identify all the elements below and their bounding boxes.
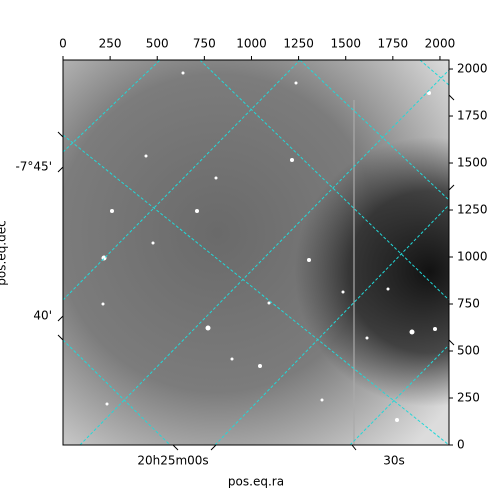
y-tick-label: 500	[457, 344, 480, 358]
y-tick-label: 750	[457, 297, 480, 311]
y-tick-label: 0	[457, 438, 465, 452]
sky-image	[63, 60, 449, 445]
x-tick-label: 1750	[378, 37, 409, 51]
world-ticks	[57, 94, 455, 451]
dec-tick-label: -7°45'	[15, 160, 52, 174]
y-tick-label: 250	[457, 391, 480, 405]
y-tick-label: 1000	[457, 250, 488, 264]
x-tick-label: 750	[193, 37, 216, 51]
ra-tick-label: 30s	[383, 454, 405, 468]
y-tick-label: 1750	[457, 109, 488, 123]
x-axis-label: pos.eq.ra	[228, 475, 284, 489]
x-tick-label: 2000	[425, 37, 456, 51]
y-tick-label: 2000	[457, 62, 488, 76]
x-tick-label: 1000	[236, 37, 267, 51]
frame	[62, 59, 450, 446]
x-tick-label: 1250	[283, 37, 314, 51]
x-tick-label: 250	[99, 37, 122, 51]
y-tick-label: 1500	[457, 156, 488, 170]
y-axis-label: pos.eq.dec	[0, 220, 9, 285]
y-tick-label: 1250	[457, 203, 488, 217]
dec-tick-label: 40'	[33, 309, 52, 323]
x-tick-label: 0	[59, 37, 67, 51]
x-tick-label: 1500	[330, 37, 361, 51]
ra-tick-label: 20h25m00s	[137, 454, 208, 468]
x-tick-label: 500	[146, 37, 169, 51]
